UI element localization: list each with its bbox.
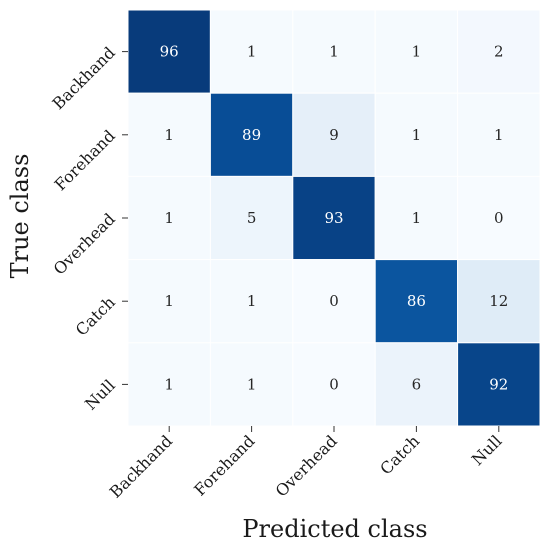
cell-value-3-4: 12 bbox=[489, 292, 508, 310]
x-axis-ticks: Backhand Forehand Overhead Catch Null bbox=[106, 426, 506, 502]
heatmap-cell-3-4 bbox=[457, 259, 541, 344]
heatmap-cell-2-3 bbox=[374, 175, 459, 261]
cell-value-0-3: 1 bbox=[412, 43, 422, 61]
heatmap-cell-0-3 bbox=[374, 9, 459, 94]
y-tick-label-0: Backhand bbox=[49, 43, 119, 113]
cell-value-3-2: 0 bbox=[329, 292, 339, 310]
cell-value-2-2: 93 bbox=[324, 209, 343, 227]
cell-value-1-4: 1 bbox=[494, 126, 504, 144]
x-tick-label-0: Backhand bbox=[106, 431, 176, 501]
cell-value-3-0: 1 bbox=[164, 292, 174, 310]
heatmap-cell-4-4 bbox=[457, 342, 541, 427]
heatmap-cell-2-2 bbox=[292, 175, 376, 261]
cell-value-0-0: 96 bbox=[160, 43, 179, 61]
cell-value-0-1: 1 bbox=[247, 43, 257, 61]
cell-value-labels: 96 1 1 1 21 89 9 1 11 5 93 1 01 1 0 86 121 1 0 6 92 bbox=[160, 43, 509, 394]
heatmap-cell-1-4 bbox=[457, 92, 541, 177]
x-tick-label-4: Null bbox=[468, 431, 506, 469]
heatmap-cell-3-1 bbox=[209, 259, 294, 344]
cell-value-2-1: 5 bbox=[247, 209, 257, 227]
y-tick-label-3: Catch bbox=[72, 293, 119, 340]
cell-value-0-4: 2 bbox=[494, 43, 504, 61]
cell-value-1-2: 9 bbox=[329, 126, 339, 144]
heatmap-cell-3-3 bbox=[374, 259, 459, 344]
cell-value-4-3: 6 bbox=[412, 375, 422, 393]
heatmap-cell-0-4 bbox=[457, 9, 541, 94]
cell-value-1-0: 1 bbox=[164, 126, 174, 144]
heatmap-cell-4-1 bbox=[209, 342, 294, 427]
y-tick-label-4: Null bbox=[81, 376, 119, 414]
x-tick-label-3: Catch bbox=[376, 431, 423, 478]
y-axis-ticks: Backhand Forehand Overhead Catch Null bbox=[49, 43, 128, 414]
x-axis-title: Predicted class bbox=[242, 515, 427, 543]
cell-value-3-1: 1 bbox=[247, 292, 257, 310]
cell-value-1-1: 89 bbox=[242, 126, 261, 144]
heatmap-cell-0-0 bbox=[127, 9, 211, 94]
cell-value-1-3: 1 bbox=[412, 126, 422, 144]
cell-value-2-0: 1 bbox=[164, 209, 174, 227]
x-tick-label-2: Overhead bbox=[272, 431, 341, 500]
heatmap-cell-4-0 bbox=[127, 342, 211, 427]
cell-value-4-4: 92 bbox=[489, 375, 508, 393]
heatmap-cells bbox=[127, 9, 541, 427]
heatmap-cell-2-4 bbox=[457, 175, 541, 261]
y-tick-label-2: Overhead bbox=[50, 209, 119, 278]
heatmap-cell-1-2 bbox=[292, 92, 376, 177]
y-axis-title: True class bbox=[6, 154, 34, 279]
cell-value-4-0: 1 bbox=[164, 375, 174, 393]
cell-value-2-4: 0 bbox=[494, 209, 504, 227]
cell-value-2-3: 1 bbox=[412, 209, 422, 227]
x-tick-label-1: Forehand bbox=[190, 431, 258, 499]
heatmap-cell-4-2 bbox=[292, 342, 376, 427]
cell-value-4-2: 0 bbox=[329, 375, 339, 393]
heatmap-cell-2-1 bbox=[209, 175, 294, 261]
heatmap-cell-0-1 bbox=[209, 9, 294, 94]
cell-value-0-2: 1 bbox=[329, 43, 339, 61]
cell-value-3-3: 86 bbox=[407, 292, 426, 310]
heatmap-cell-1-0 bbox=[127, 92, 211, 177]
cell-value-4-1: 1 bbox=[247, 375, 257, 393]
heatmap-cell-3-2 bbox=[292, 259, 376, 344]
y-tick-label-1: Forehand bbox=[51, 126, 119, 194]
heatmap-cell-0-2 bbox=[292, 9, 376, 94]
